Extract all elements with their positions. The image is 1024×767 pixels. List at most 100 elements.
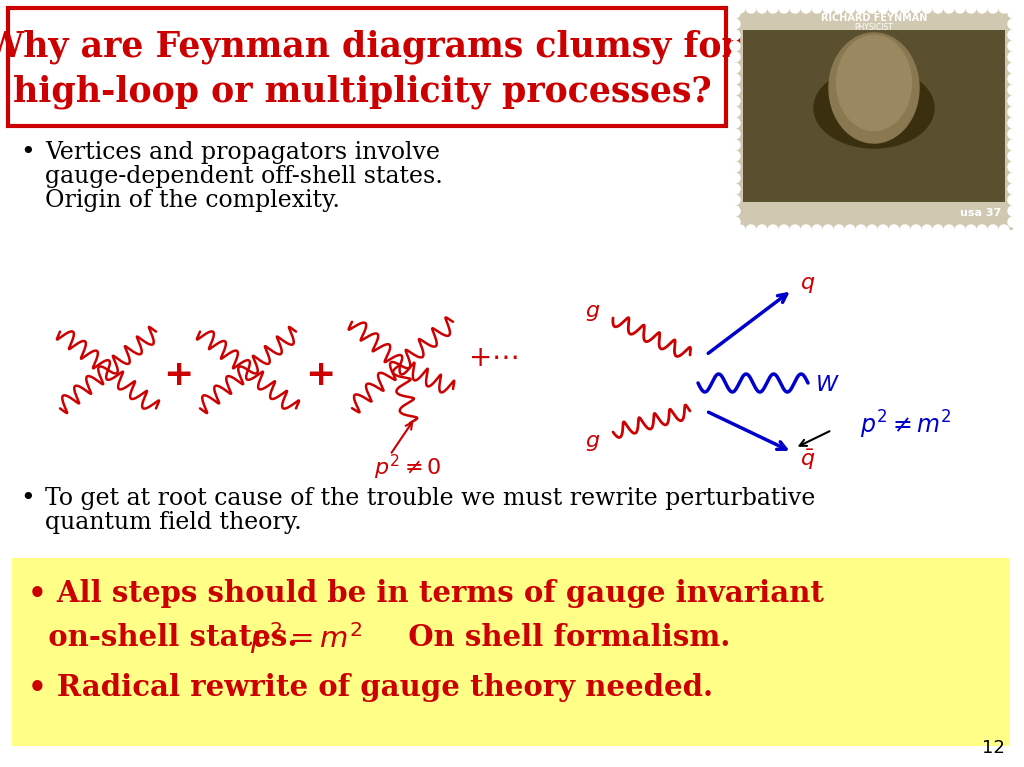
Circle shape	[1008, 140, 1018, 150]
Circle shape	[735, 225, 745, 235]
Circle shape	[911, 225, 921, 235]
Text: gauge-dependent off-shell states.: gauge-dependent off-shell states.	[45, 164, 442, 187]
Circle shape	[730, 63, 740, 73]
Text: $g$: $g$	[585, 301, 600, 323]
Ellipse shape	[814, 68, 934, 148]
Circle shape	[730, 52, 740, 62]
Circle shape	[834, 3, 844, 13]
Circle shape	[1008, 173, 1018, 183]
Circle shape	[867, 225, 877, 235]
Circle shape	[944, 3, 954, 13]
Circle shape	[746, 225, 756, 235]
Circle shape	[944, 225, 954, 235]
Circle shape	[856, 225, 866, 235]
Circle shape	[730, 129, 740, 139]
Circle shape	[955, 225, 965, 235]
Circle shape	[1008, 85, 1018, 95]
Text: on-shell states.: on-shell states.	[28, 624, 298, 653]
Circle shape	[845, 3, 855, 13]
Circle shape	[856, 3, 866, 13]
Text: $g$: $g$	[585, 431, 600, 453]
Text: •: •	[20, 486, 36, 510]
Circle shape	[779, 3, 790, 13]
Text: $p^2 \neq 0$: $p^2 \neq 0$	[374, 453, 442, 482]
Circle shape	[730, 74, 740, 84]
Text: • Radical rewrite of gauge theory needed.: • Radical rewrite of gauge theory needed…	[28, 673, 713, 703]
Circle shape	[988, 225, 998, 235]
Circle shape	[1008, 118, 1018, 128]
Text: high-loop or multiplicity processes?: high-loop or multiplicity processes?	[12, 74, 712, 109]
Circle shape	[730, 118, 740, 128]
Circle shape	[823, 225, 833, 235]
Circle shape	[1008, 162, 1018, 172]
Circle shape	[977, 3, 987, 13]
Text: $q$: $q$	[800, 273, 815, 295]
Circle shape	[730, 41, 740, 51]
Circle shape	[730, 184, 740, 194]
Circle shape	[823, 3, 833, 13]
Circle shape	[730, 162, 740, 172]
Circle shape	[730, 30, 740, 40]
Circle shape	[922, 225, 932, 235]
Circle shape	[1008, 206, 1018, 216]
Text: • All steps should be in terms of gauge invariant: • All steps should be in terms of gauge …	[28, 580, 824, 608]
Text: Origin of the complexity.: Origin of the complexity.	[45, 189, 340, 212]
Circle shape	[730, 96, 740, 106]
Text: Vertices and propagators involve: Vertices and propagators involve	[45, 140, 440, 163]
Circle shape	[900, 3, 910, 13]
Text: Why are Feynman diagrams clumsy for: Why are Feynman diagrams clumsy for	[0, 30, 740, 64]
Circle shape	[779, 225, 790, 235]
Circle shape	[730, 140, 740, 150]
FancyBboxPatch shape	[735, 8, 1013, 230]
Circle shape	[801, 3, 811, 13]
Text: $\bar{q}$: $\bar{q}$	[800, 448, 815, 472]
Text: •: •	[20, 140, 36, 164]
Circle shape	[1008, 52, 1018, 62]
Circle shape	[878, 3, 888, 13]
Circle shape	[790, 3, 800, 13]
Circle shape	[730, 19, 740, 29]
Circle shape	[1008, 151, 1018, 161]
Circle shape	[999, 225, 1009, 235]
Text: RICHARD FEYNMAN: RICHARD FEYNMAN	[821, 13, 927, 23]
Circle shape	[1008, 19, 1018, 29]
Circle shape	[730, 85, 740, 95]
Text: +: +	[163, 358, 194, 392]
Text: +: +	[305, 358, 335, 392]
Circle shape	[834, 225, 844, 235]
Circle shape	[790, 225, 800, 235]
Circle shape	[1008, 74, 1018, 84]
Text: $p^2 = m^2$: $p^2 = m^2$	[250, 620, 361, 656]
Circle shape	[757, 225, 767, 235]
Text: $+\cdots$: $+\cdots$	[468, 344, 518, 372]
Circle shape	[730, 217, 740, 227]
Text: quantum field theory.: quantum field theory.	[45, 512, 302, 535]
Circle shape	[1008, 129, 1018, 139]
Circle shape	[889, 3, 899, 13]
Text: 12: 12	[982, 739, 1005, 757]
Circle shape	[1008, 41, 1018, 51]
Circle shape	[730, 8, 740, 18]
Text: To get at root cause of the trouble we must rewrite perturbative: To get at root cause of the trouble we m…	[45, 486, 815, 509]
Circle shape	[1008, 184, 1018, 194]
Circle shape	[1008, 96, 1018, 106]
Circle shape	[812, 225, 822, 235]
Circle shape	[730, 206, 740, 216]
Circle shape	[845, 225, 855, 235]
FancyBboxPatch shape	[743, 30, 1005, 202]
Ellipse shape	[829, 33, 919, 143]
Circle shape	[999, 3, 1009, 13]
Circle shape	[768, 225, 778, 235]
Circle shape	[966, 225, 976, 235]
Circle shape	[730, 173, 740, 183]
Circle shape	[1008, 107, 1018, 117]
Circle shape	[867, 3, 877, 13]
Circle shape	[933, 3, 943, 13]
Text: $W$: $W$	[815, 374, 840, 396]
FancyBboxPatch shape	[8, 8, 726, 126]
Circle shape	[757, 3, 767, 13]
Circle shape	[1008, 63, 1018, 73]
Circle shape	[911, 3, 921, 13]
Circle shape	[955, 3, 965, 13]
Ellipse shape	[837, 35, 911, 130]
